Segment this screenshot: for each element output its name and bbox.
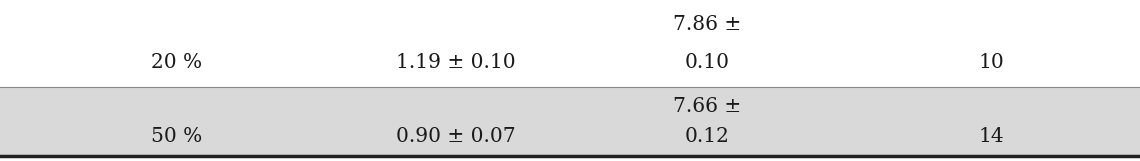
Text: 1.19 ± 0.10: 1.19 ± 0.10 bbox=[397, 53, 515, 72]
Text: 0.90 ± 0.07: 0.90 ± 0.07 bbox=[397, 127, 515, 146]
Text: 0.10: 0.10 bbox=[684, 53, 730, 72]
Text: 7.66 ±: 7.66 ± bbox=[673, 97, 741, 116]
Bar bbox=[0, 87, 1140, 156]
Text: 7.86 ±: 7.86 ± bbox=[673, 15, 741, 34]
Text: 14: 14 bbox=[979, 127, 1004, 146]
Text: 50 %: 50 % bbox=[152, 127, 202, 146]
Bar bbox=[0, 0, 1140, 87]
Text: 0.12: 0.12 bbox=[684, 127, 730, 146]
Text: 20 %: 20 % bbox=[152, 53, 202, 72]
Text: 10: 10 bbox=[979, 53, 1004, 72]
